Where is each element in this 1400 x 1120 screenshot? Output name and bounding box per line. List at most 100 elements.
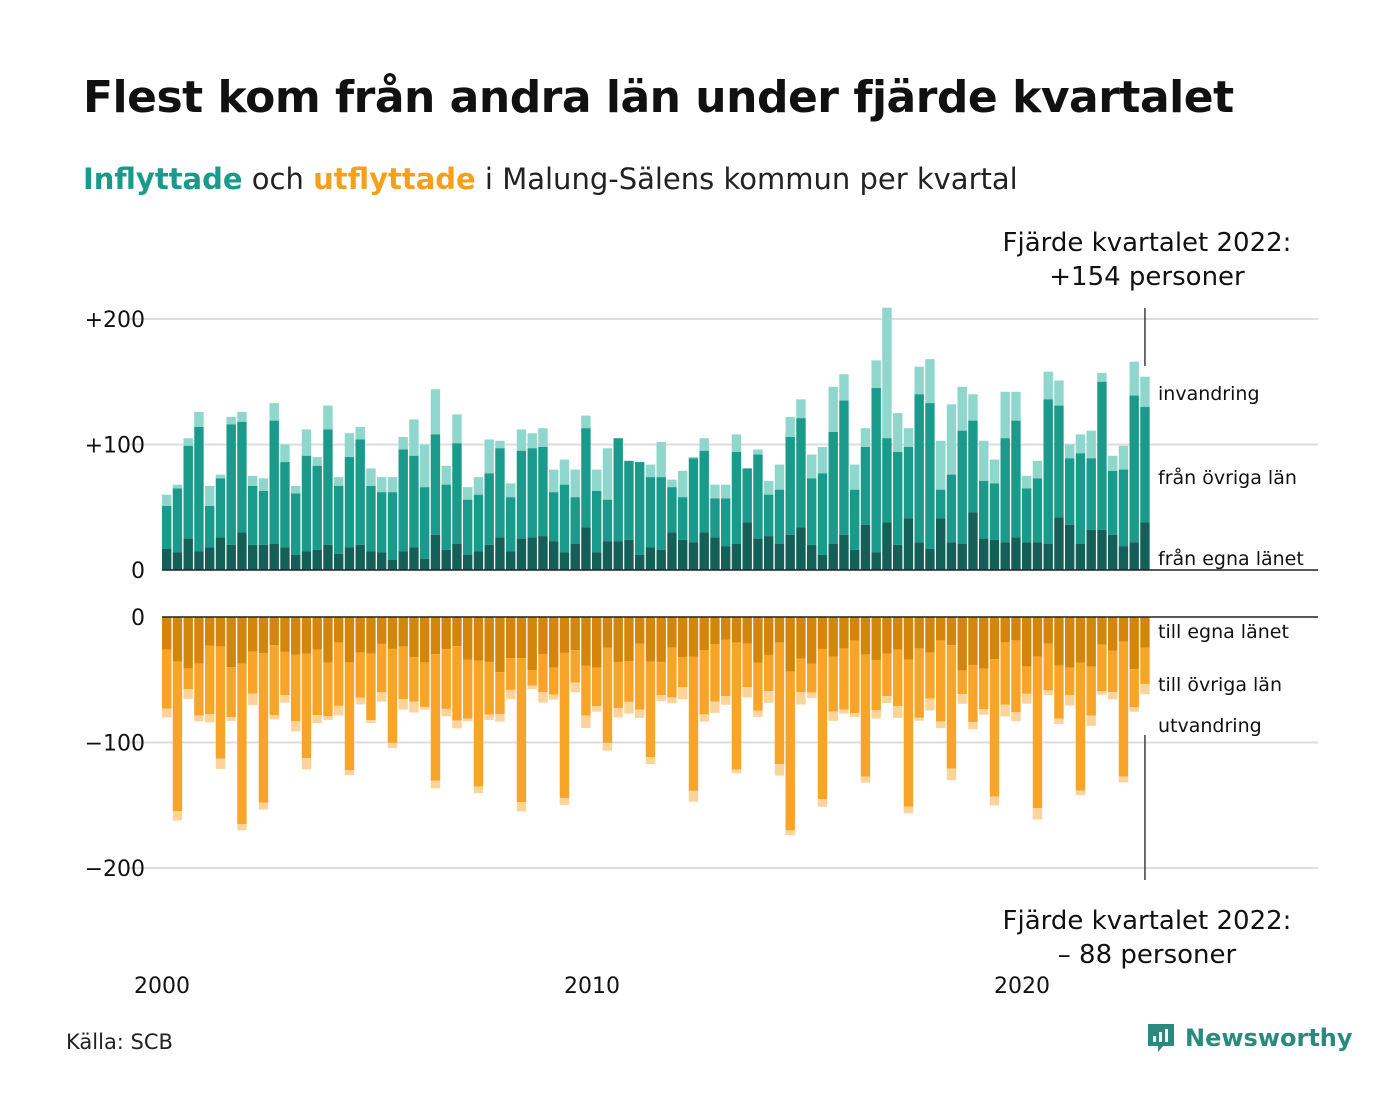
bar-in-immigration xyxy=(291,485,301,494)
bar-in-own-county xyxy=(989,539,1000,570)
bar-in-other-counties xyxy=(914,394,924,543)
bar-in-own-county xyxy=(764,536,774,570)
bar-out-emigration xyxy=(570,682,580,693)
bar-in-other-counties xyxy=(1011,420,1021,538)
bar-out-other-counties xyxy=(850,640,860,714)
bar-out-other-counties xyxy=(183,668,193,690)
bar-out-emigration xyxy=(753,710,763,717)
subtitle-rest: i Malung-Sälens kommun per kvartal xyxy=(475,162,1018,196)
bar-in-other-counties xyxy=(1054,405,1064,518)
bar-in-immigration xyxy=(280,444,290,463)
bar-in-own-county xyxy=(162,548,172,570)
bar-out-other-counties xyxy=(387,648,398,743)
bar-out-own-county xyxy=(473,617,484,661)
bar-in-own-county xyxy=(678,539,688,570)
bar-in-other-counties xyxy=(430,434,441,535)
bar-out-other-counties xyxy=(301,653,312,759)
bar-out-emigration xyxy=(1086,715,1096,726)
bar-in-immigration xyxy=(516,429,527,451)
bar-in-other-counties xyxy=(850,489,860,550)
bar-in-immigration xyxy=(452,414,462,444)
bar-out-emigration xyxy=(344,770,355,776)
bar-in-own-county xyxy=(1108,534,1118,570)
bar-out-emigration xyxy=(807,692,817,699)
bar-out-other-counties xyxy=(796,658,806,693)
bar-in-immigration xyxy=(570,469,580,498)
bar-out-other-counties xyxy=(645,661,656,758)
bar-out-own-county xyxy=(1086,617,1096,667)
bar-out-own-county xyxy=(592,617,602,668)
bar-out-own-county xyxy=(721,617,731,640)
bar-in-other-counties xyxy=(344,457,355,548)
bar-out-other-counties xyxy=(237,663,247,825)
source-label: Källa: SCB xyxy=(66,1030,173,1054)
bar-in-other-counties xyxy=(237,421,247,533)
bar-out-own-county xyxy=(635,617,645,644)
bar-in-own-county xyxy=(602,541,613,570)
bar-in-other-counties xyxy=(1097,381,1107,530)
bar-in-immigration xyxy=(860,428,871,448)
bar-in-own-county xyxy=(871,552,881,570)
bar-out-other-counties xyxy=(1043,643,1053,691)
bar-out-other-counties xyxy=(774,642,785,765)
bar-in-other-counties xyxy=(473,494,484,552)
bar-out-other-counties xyxy=(839,648,849,710)
y-tick-label: +100 xyxy=(85,434,145,459)
bar-in-own-county xyxy=(172,552,183,570)
bar-out-other-counties xyxy=(506,658,516,690)
bar-in-own-county xyxy=(688,542,699,570)
bar-out-emigration xyxy=(1108,692,1118,700)
bar-in-other-counties xyxy=(495,448,505,538)
bar-in-immigration xyxy=(645,464,656,478)
bar-out-emigration xyxy=(248,693,258,706)
subtitle-inflyttade: Inflyttade xyxy=(83,162,243,196)
bar-in-own-county xyxy=(731,543,742,570)
y-tick-label: 0 xyxy=(131,559,145,584)
bar-out-emigration xyxy=(602,742,613,751)
series-label-fran-ovriga-lan: från övriga län xyxy=(1158,466,1297,489)
bar-in-own-county xyxy=(624,539,634,570)
bar-in-immigration xyxy=(1043,371,1053,400)
bar-out-emigration xyxy=(463,718,473,722)
bar-out-emigration xyxy=(903,806,914,814)
bar-out-emigration xyxy=(1075,790,1086,796)
bar-out-emigration xyxy=(645,757,656,765)
bar-out-own-county xyxy=(839,617,849,649)
bar-in-other-counties xyxy=(753,454,763,539)
bar-out-own-county xyxy=(645,617,656,662)
bar-in-immigration xyxy=(527,433,537,449)
bar-in-own-county xyxy=(205,547,215,570)
bar-out-own-county xyxy=(871,617,881,661)
bar-out-other-counties xyxy=(946,645,957,769)
bar-out-own-county xyxy=(893,617,903,650)
bar-in-immigration xyxy=(871,360,881,389)
bar-out-other-counties xyxy=(635,643,645,710)
bar-out-own-county xyxy=(989,617,1000,660)
bar-out-other-counties xyxy=(1086,666,1096,716)
bar-out-emigration xyxy=(237,824,247,831)
bar-in-own-county xyxy=(215,537,226,570)
bar-out-emigration xyxy=(387,742,398,749)
bar-out-emigration xyxy=(1000,704,1010,717)
bar-out-own-county xyxy=(785,617,795,672)
bar-out-own-county xyxy=(172,617,183,662)
bar-out-own-county xyxy=(774,617,785,643)
bar-in-immigration xyxy=(398,436,408,450)
bar-out-emigration xyxy=(688,790,699,802)
bar-out-emigration xyxy=(1140,683,1150,695)
bar-out-own-county xyxy=(860,617,871,655)
bar-out-emigration xyxy=(893,705,903,718)
bar-out-own-county xyxy=(1075,617,1086,663)
bar-out-emigration xyxy=(409,701,419,713)
bar-in-other-counties xyxy=(592,490,602,553)
bar-out-other-counties xyxy=(205,645,215,715)
bar-out-emigration xyxy=(291,721,301,732)
bar-out-emigration xyxy=(968,722,978,730)
bar-in-other-counties xyxy=(688,458,699,543)
bar-out-own-county xyxy=(387,617,398,649)
newsworthy-logo-icon xyxy=(1148,1024,1174,1052)
bar-in-other-counties xyxy=(549,492,559,542)
bar-out-own-county xyxy=(710,617,720,645)
bar-in-own-county xyxy=(516,538,527,570)
